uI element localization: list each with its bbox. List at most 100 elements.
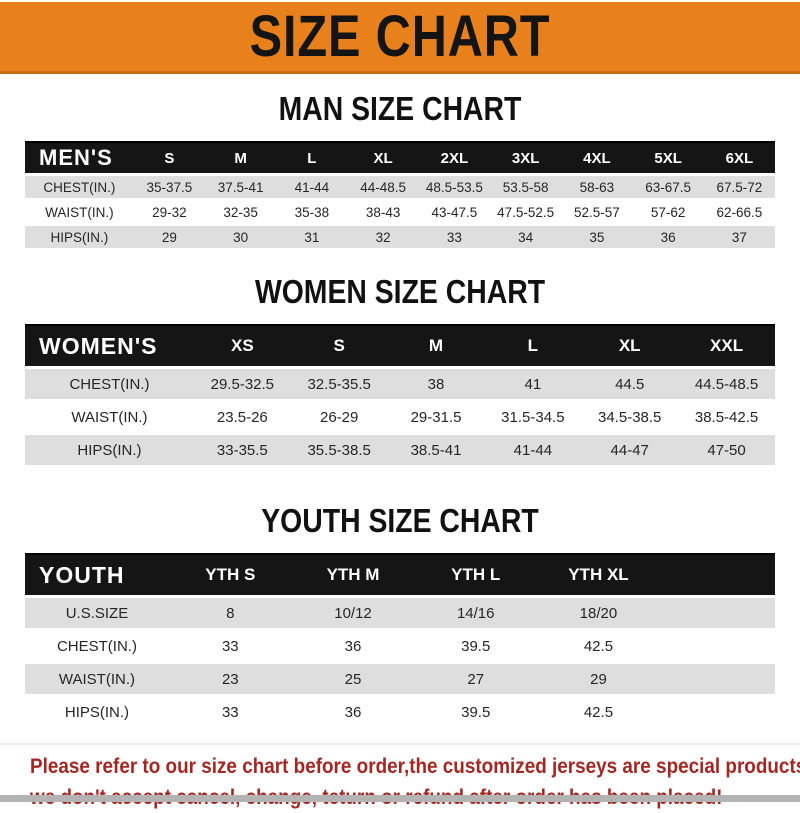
youth-table-cell: 29 [537,664,660,694]
women-table-cell: 41 [484,369,582,399]
youth-table-cell: 42.5 [537,697,660,727]
youth-table-cell: 33 [168,697,292,727]
women-table-cell: 29.5-32.5 [193,369,291,399]
youth-table-row: WAIST(IN.) 23 25 27 29 [25,664,775,694]
men-column-header: L [276,141,348,173]
men-column-header: 2XL [418,141,490,173]
women-section-heading: WOMEN SIZE CHART [254,273,546,310]
women-table-cell: 23.5-26 [193,402,291,432]
men-table-cell: 58-63 [561,176,633,198]
men-table-cell: 41-44 [276,176,348,198]
youth-row-label: U.S.SIZE [25,598,169,628]
men-table-cell: 44-48.5 [347,176,419,198]
men-table-cell: 67.5-72 [703,176,775,198]
women-size-table: WOMEN'S XS S M L XL XXL CHEST(IN.) 29.5-32.5 32.5… [25,321,775,468]
men-table-cell: 63-67.5 [632,176,704,198]
women-column-header: XL [581,324,679,366]
men-table-cell: 37 [703,226,775,248]
women-table-cell: 44-47 [581,435,679,465]
men-table-cell: 48.5-53.5 [418,176,490,198]
men-column-header: 4XL [561,141,633,173]
youth-table-cell-blank [659,664,775,694]
women-table-cell: 35.5-38.5 [290,435,388,465]
women-header-label: WOMEN'S [25,324,194,366]
bottom-divider-strip [0,795,800,802]
men-size-table: MEN'S S M L XL 2XL 3XL 4XL 5XL 6XL CHEST(IN.) 35-37… [25,138,775,251]
disclaimer-line-1: Please refer to our size chart before or… [30,755,800,778]
youth-column-header: YTH L [414,553,538,595]
youth-table-cell: 14/16 [414,598,538,628]
women-table-cell: 44.5-48.5 [678,369,775,399]
youth-column-header: YTH S [168,553,292,595]
women-table-cell: 26-29 [290,402,388,432]
youth-size-table: YOUTH YTH S YTH M YTH L YTH XL U.S.SIZE 8 10/12… [25,550,775,730]
youth-table-cell: 8 [168,598,292,628]
disclaimer-note: Please refer to our size chart before or… [0,743,800,813]
youth-table-row: HIPS(IN.) 33 36 39.5 42.5 [25,697,775,727]
youth-table-cell-blank [659,697,775,727]
men-table-cell: 33 [418,226,490,248]
women-table-cell: 38.5-42.5 [678,402,775,432]
youth-column-header: YTH M [291,553,415,595]
men-table-cell: 36 [632,226,704,248]
youth-table-cell: 39.5 [414,631,538,661]
men-table-cell: 35 [561,226,633,248]
men-table-cell: 34 [490,226,562,248]
women-table-cell: 32.5-35.5 [290,369,388,399]
men-table-row: HIPS(IN.) 29 30 31 32 33 34 35 36 37 [25,226,775,248]
youth-table-row: CHEST(IN.) 33 36 39.5 42.5 [25,631,775,661]
women-table-cell: 47-50 [678,435,775,465]
women-table-cell: 29-31.5 [387,402,485,432]
youth-section-heading: YOUTH SIZE CHART [261,502,539,539]
women-row-label: WAIST(IN.) [25,402,194,432]
men-column-header: 3XL [490,141,562,173]
men-table-cell: 35-37.5 [133,176,205,198]
youth-row-label: CHEST(IN.) [25,631,169,661]
men-row-label: WAIST(IN.) [25,201,134,223]
men-table-cell: 29 [133,226,205,248]
women-column-header: XS [193,324,291,366]
youth-table-cell-blank [659,598,775,628]
men-table-cell: 32 [347,226,419,248]
youth-table-cell: 33 [168,631,292,661]
youth-row-label: HIPS(IN.) [25,697,169,727]
women-table-cell: 38 [387,369,485,399]
men-table-cell: 37.5-41 [205,176,277,198]
men-header-label: MEN'S [25,141,134,173]
youth-table-cell: 18/20 [537,598,660,628]
youth-table-row: U.S.SIZE 8 10/12 14/16 18/20 [25,598,775,628]
men-table-cell: 43-47.5 [418,201,490,223]
men-section-heading: MAN SIZE CHART [278,90,522,127]
youth-table-cell: 25 [291,664,415,694]
men-row-label: CHEST(IN.) [25,176,134,198]
youth-table-cell: 39.5 [414,697,538,727]
women-table-cell: 34.5-38.5 [581,402,679,432]
youth-header-row: YOUTH YTH S YTH M YTH L YTH XL [25,553,775,595]
page-title: SIZE CHART [249,4,551,69]
men-table-cell: 30 [205,226,277,248]
youth-table-cell-blank [659,631,775,661]
men-table-cell: 35-38 [276,201,348,223]
men-table-cell: 47.5-52.5 [490,201,562,223]
men-table-cell: 31 [276,226,348,248]
men-column-header: 6XL [703,141,775,173]
women-column-header: M [387,324,485,366]
youth-table-cell: 42.5 [537,631,660,661]
size-chart-banner: SIZE CHART [0,2,800,74]
youth-table-cell: 36 [291,697,415,727]
women-table-row: HIPS(IN.) 33-35.5 35.5-38.5 38.5-41 41-44 44-… [25,435,775,465]
men-table-cell: 38-43 [347,201,419,223]
men-column-header: M [205,141,277,173]
youth-table-cell: 10/12 [291,598,415,628]
men-header-row: MEN'S S M L XL 2XL 3XL 4XL 5XL 6XL [25,141,775,173]
women-table-cell: 38.5-41 [387,435,485,465]
men-table-cell: 57-62 [632,201,704,223]
men-table-cell: 32-35 [205,201,277,223]
women-table-cell: 31.5-34.5 [484,402,582,432]
men-table-cell: 53.5-58 [490,176,562,198]
men-column-header: S [133,141,205,173]
youth-row-label: WAIST(IN.) [25,664,169,694]
men-table-cell: 62-66.5 [703,201,775,223]
women-row-label: HIPS(IN.) [25,435,194,465]
